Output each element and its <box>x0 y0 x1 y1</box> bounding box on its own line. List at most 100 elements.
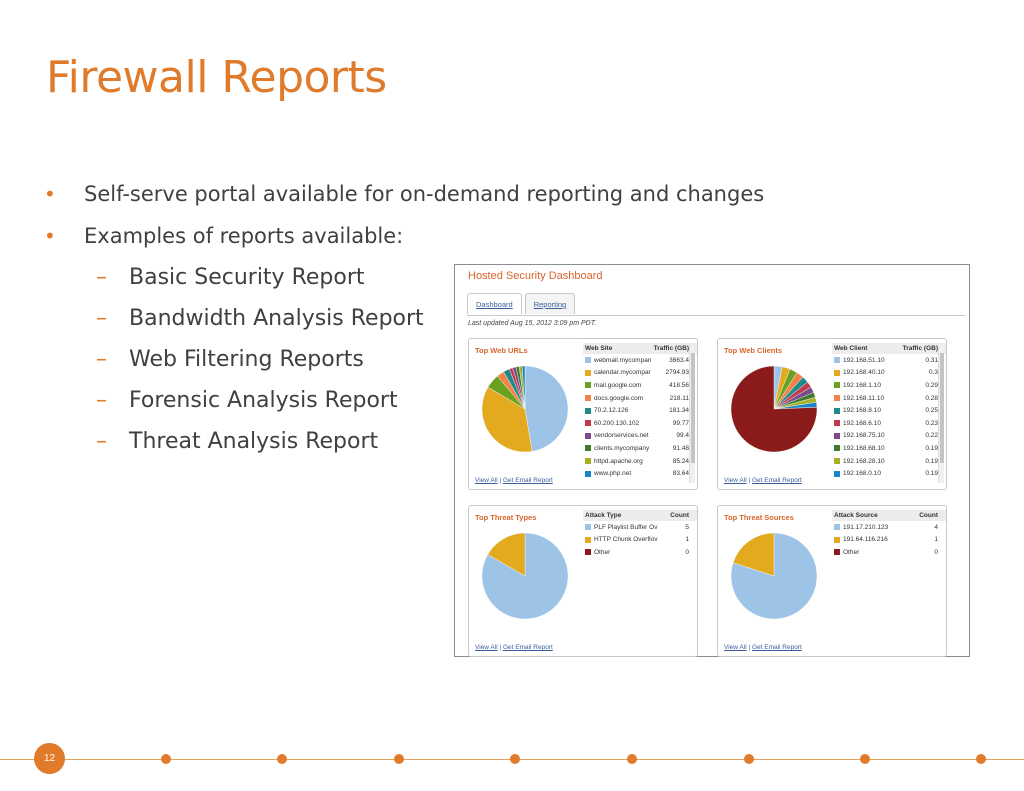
row-label: 191.17.210.123 <box>843 523 889 531</box>
row-label: 70.2.12.126 <box>594 407 629 415</box>
legend-swatch <box>585 395 591 402</box>
table-row[interactable]: httpd.apache.org 85.24 <box>583 455 697 468</box>
row-value: 99.4 <box>676 432 689 440</box>
column-header-site[interactable]: Web Site <box>585 345 613 352</box>
pie-slice[interactable] <box>487 532 526 577</box>
row-label: calendar.mycompar <box>594 369 651 377</box>
sub-bullet-text: Threat Analysis Report <box>129 429 379 454</box>
scrollbar[interactable] <box>938 345 944 483</box>
email-report-link[interactable]: Get Email Report <box>751 477 802 484</box>
table-row[interactable]: 192.168.1.10 0.29 <box>832 379 946 392</box>
pie-slice[interactable] <box>521 365 526 410</box>
table-row[interactable]: 191.17.210.123 4 <box>832 521 946 534</box>
sub-bullet-text: Web Filtering Reports <box>129 347 364 372</box>
table-row[interactable]: HTTP Chunk Overflov 1 <box>583 534 697 547</box>
link-separator: | <box>746 644 752 651</box>
column-header-traffic[interactable]: Traffic (GB) <box>653 345 689 352</box>
row-value: 0.3 <box>928 369 938 377</box>
bullet-dot: • <box>44 182 56 206</box>
table-row[interactable]: Other 0 <box>832 546 946 559</box>
legend-swatch <box>585 357 591 364</box>
panel-title: Top Threat Sources <box>724 513 794 522</box>
panel-top-threat-sources: Top Threat Sources Attack Source Count 1… <box>717 505 947 657</box>
row-label: 192.168.11.10 <box>843 394 885 402</box>
column-header-attack-type[interactable]: Attack Type <box>585 512 622 519</box>
panel-links: View All | Get Email Report <box>724 477 802 484</box>
table-row[interactable]: 192.168.51.10 0.31 <box>832 354 946 367</box>
view-all-link[interactable]: View All <box>724 644 747 651</box>
table-row[interactable]: webmail.mycompan 3663.4 <box>583 354 697 367</box>
tab-dashboard[interactable]: Dashboard <box>467 293 522 314</box>
table-row[interactable]: mail.google.com 418.56 <box>583 379 697 392</box>
table-row[interactable]: PLF Playlist Buffer Ov 5 <box>583 521 697 534</box>
table-row[interactable]: Other 0 <box>583 546 697 559</box>
row-value: 418.56 <box>669 381 689 389</box>
view-all-link[interactable]: View All <box>475 644 498 651</box>
pie-slice[interactable] <box>732 532 775 577</box>
row-label: 192.168.8.10 <box>843 407 881 415</box>
table-row[interactable]: clients.mycompany 91.48 <box>583 442 697 455</box>
view-all-link[interactable]: View All <box>475 477 498 484</box>
footer-dot <box>744 754 754 764</box>
email-report-link[interactable]: Get Email Report <box>502 477 553 484</box>
footer-dot <box>510 754 520 764</box>
table-row[interactable]: 192.168.8.10 0.25 <box>832 404 946 417</box>
sub-bullet-text: Basic Security Report <box>129 265 365 290</box>
table-row[interactable]: 192.168.68.10 0.19 <box>832 442 946 455</box>
sub-bullet-dash: – <box>96 306 107 331</box>
table-row[interactable]: docs.google.com 218.11 <box>583 392 697 405</box>
table-row[interactable]: calendar.mycompar 2794.93 <box>583 367 697 380</box>
scrollbar-thumb[interactable] <box>940 353 944 463</box>
legend-swatch <box>834 382 840 389</box>
scrollbar-thumb[interactable] <box>691 353 695 463</box>
bullet-dot: • <box>44 224 56 248</box>
table-row[interactable]: 192.168.0.10 0.19 <box>832 467 946 480</box>
table-row[interactable]: 192.168.40.10 0.3 <box>832 367 946 380</box>
table-header: Attack Source Count <box>832 510 946 521</box>
sub-bullet-dash: – <box>96 429 107 454</box>
row-value: 3663.4 <box>669 356 689 364</box>
pie-slice[interactable] <box>481 386 533 453</box>
pie-slice[interactable] <box>730 365 818 453</box>
table-row[interactable]: 60.200.130.102 99.77 <box>583 417 697 430</box>
pie-slice[interactable] <box>524 365 569 452</box>
column-header-attack-source[interactable]: Attack Source <box>834 512 878 519</box>
scrollbar[interactable] <box>689 345 695 483</box>
column-header-client[interactable]: Web Client <box>834 345 868 352</box>
table-row[interactable]: 192.168.28.10 0.19 <box>832 455 946 468</box>
bullet-text: Self-serve portal available for on-deman… <box>84 182 765 206</box>
bullet-item: • Examples of reports available: <box>44 222 764 264</box>
row-value: 0 <box>685 548 689 556</box>
tab-reporting[interactable]: Reporting <box>524 293 576 314</box>
email-report-link[interactable]: Get Email Report <box>502 644 553 651</box>
row-value: 99.77 <box>672 419 689 427</box>
bullet-item: • Self-serve portal available for on-dem… <box>44 180 764 222</box>
table-header: Attack Type Count <box>583 510 697 521</box>
legend-swatch <box>834 470 840 477</box>
dashboard-tabs: Dashboard Reporting <box>467 293 578 314</box>
table-row[interactable]: 192.168.6.10 0.23 <box>832 417 946 430</box>
table-row[interactable]: 191.64.116.216 1 <box>832 534 946 547</box>
row-label: 192.168.0.10 <box>843 470 881 478</box>
sub-bullet-item: – Bandwidth Analysis Report <box>44 305 764 346</box>
column-header-count[interactable]: Count <box>919 512 938 519</box>
table-row[interactable]: 192.168.11.10 0.28 <box>832 392 946 405</box>
table-row[interactable]: vendorservices.net 99.4 <box>583 430 697 443</box>
row-value: 91.48 <box>672 444 689 452</box>
column-header-traffic[interactable]: Traffic (GB) <box>902 345 938 352</box>
row-value: 218.11 <box>669 394 689 402</box>
sub-bullet-item: – Threat Analysis Report <box>44 428 764 469</box>
column-header-count[interactable]: Count <box>670 512 689 519</box>
table-row[interactable]: www.php.net 83.64 <box>583 467 697 480</box>
legend-swatch <box>585 369 591 376</box>
table-row[interactable]: 192.168.75.10 0.22 <box>832 430 946 443</box>
footer-dot <box>161 754 171 764</box>
table-row[interactable]: 70.2.12.126 181.34 <box>583 404 697 417</box>
sub-bullet-item: – Forensic Analysis Report <box>44 387 764 428</box>
email-report-link[interactable]: Get Email Report <box>751 644 802 651</box>
legend-swatch <box>834 420 840 427</box>
view-all-link[interactable]: View All <box>724 477 747 484</box>
panel-links: View All | Get Email Report <box>475 477 553 484</box>
row-value: 5 <box>685 523 689 531</box>
legend-swatch <box>585 458 591 465</box>
